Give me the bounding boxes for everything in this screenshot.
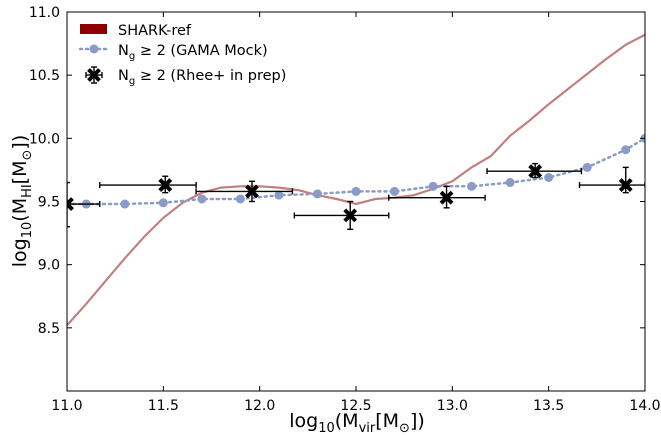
y-tick-label: 8.5 <box>38 321 60 337</box>
data-point-gama-mock <box>197 194 207 204</box>
data-point-rhee <box>67 181 101 228</box>
x-marker <box>439 190 454 205</box>
legend-swatch-gama-mock-marker <box>89 44 99 54</box>
x-tick-label: 13.0 <box>437 398 468 414</box>
x-tick-label: 14.0 <box>629 398 660 414</box>
data-point-gama-mock <box>120 199 130 209</box>
y-axis-label: log10(MHI[M⊙]) <box>9 135 35 267</box>
data-point-rhee <box>85 66 103 84</box>
data-point-gama-mock <box>544 172 554 182</box>
data-point-gama-mock <box>390 186 400 196</box>
data-point-rhee <box>578 166 645 194</box>
x-marker <box>528 164 543 179</box>
data-point-rhee <box>195 180 294 203</box>
legend-swatch-shark-ref <box>80 24 107 34</box>
x-marker <box>245 184 259 199</box>
x-tick-label: 12.5 <box>340 398 371 414</box>
x-marker <box>158 178 173 192</box>
y-tick-label: 11.0 <box>29 5 60 21</box>
data-point-rhee <box>388 185 486 209</box>
y-tick-label: 9.5 <box>38 195 60 211</box>
x-marker <box>67 197 74 211</box>
data-point-rhee <box>486 162 583 179</box>
x-tick-label: 11.5 <box>148 398 179 414</box>
data-point-gama-mock <box>158 198 168 208</box>
legend: SHARK-ref Ng ≥ 2 (GAMA Mock) Ng ≥ 2 (Rhe… <box>78 23 286 87</box>
data-point-gama-mock <box>582 162 592 172</box>
x-tick-label: 12.0 <box>244 398 275 414</box>
data-point-gama-mock <box>312 189 322 199</box>
series-line-shark-ref <box>67 33 645 327</box>
legend-swatch-rhee-errorbar <box>85 66 103 84</box>
y-tick-label: 9.0 <box>38 258 60 274</box>
plot-area <box>67 33 645 327</box>
axis-ticks: 11.0 11.5 12.0 12.5 13.0 13.5 14.0 8.5 9.0 9.5 10.… <box>29 5 661 414</box>
x-marker <box>618 178 633 192</box>
data-point-rhee <box>293 200 390 230</box>
data-point-gama-mock <box>505 178 515 188</box>
data-point-gama-mock <box>621 145 631 155</box>
x-marker <box>87 68 101 82</box>
y-tick-label: 10.0 <box>29 131 60 147</box>
data-point-gama-mock <box>467 181 477 191</box>
x-axis-label: log10(Mvir[M⊙]) <box>289 410 425 435</box>
legend-label-rhee: Ng ≥ 2 (Rhee+ in prep) <box>118 68 286 87</box>
data-point-gama-mock <box>428 181 438 191</box>
x-marker <box>343 208 358 223</box>
data-point-gama-mock <box>274 190 284 200</box>
data-point-gama-mock <box>235 194 245 204</box>
y-tick-label: 10.5 <box>29 68 60 84</box>
legend-label-shark-ref: SHARK-ref <box>118 23 192 39</box>
data-point-rhee <box>99 175 197 194</box>
x-tick-label: 13.5 <box>533 398 564 414</box>
x-tick-label: 11.0 <box>51 398 82 414</box>
legend-label-gama-mock: Ng ≥ 2 (GAMA Mock) <box>118 43 268 62</box>
data-point-gama-mock <box>351 186 361 196</box>
